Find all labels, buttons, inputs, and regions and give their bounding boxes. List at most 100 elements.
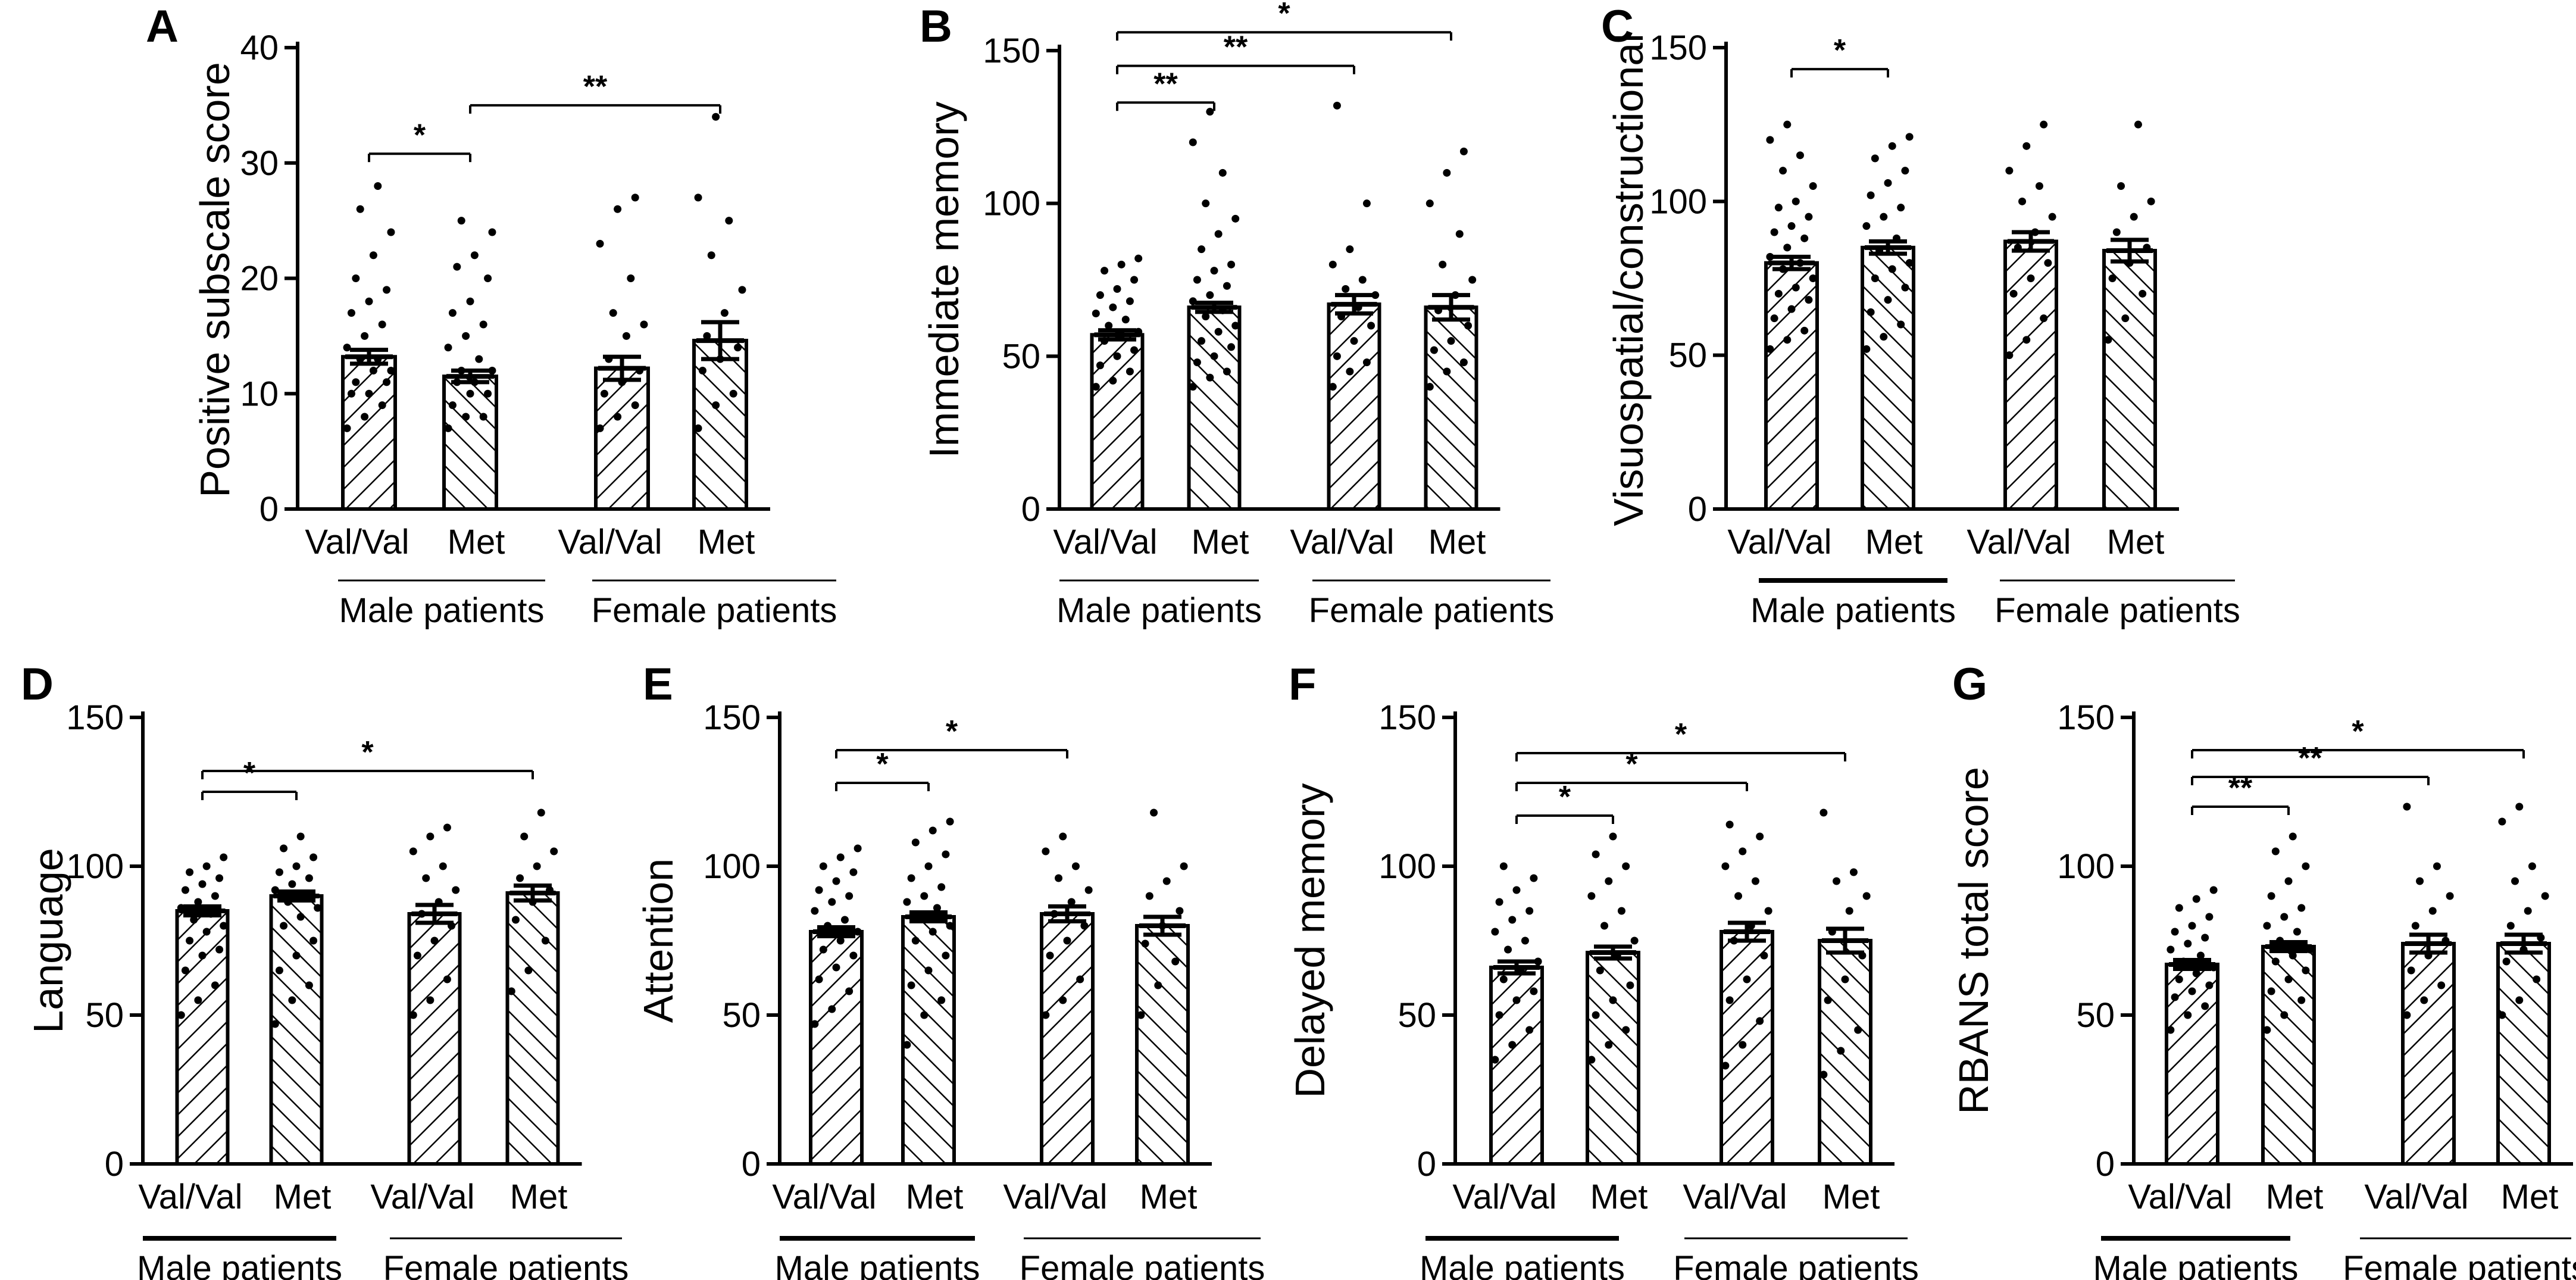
y-tick-label: 150 xyxy=(1378,698,1436,737)
x-category-label: Val/Val xyxy=(1452,1178,1556,1216)
data-point xyxy=(475,355,483,363)
data-point xyxy=(2498,1011,2506,1019)
data-point xyxy=(2263,922,2271,930)
data-point xyxy=(387,228,395,236)
data-point xyxy=(1787,305,1796,313)
data-point xyxy=(933,904,941,912)
data-point xyxy=(1126,367,1134,376)
data-point xyxy=(466,297,474,305)
data-point xyxy=(1871,154,1879,163)
data-point xyxy=(1214,230,1223,238)
data-point xyxy=(453,263,461,271)
data-point xyxy=(729,389,737,398)
data-point xyxy=(1721,862,1730,870)
group-label: Female patients xyxy=(592,591,837,630)
panel-f: F Delayed memory 0 50 100 150 Val/Val Met Val/Va… xyxy=(1287,659,1919,1280)
data-point xyxy=(2192,969,2200,978)
data-point xyxy=(2147,197,2155,205)
y-tick-label: 100 xyxy=(66,847,124,886)
data-point xyxy=(2139,289,2147,298)
data-point xyxy=(211,892,219,900)
x-category-label: Val/Val xyxy=(1683,1178,1787,1216)
data-point xyxy=(181,966,189,975)
data-point xyxy=(271,886,279,894)
data-point xyxy=(507,987,515,995)
data-point xyxy=(1809,182,1817,190)
data-point xyxy=(444,344,452,352)
x-category-label: Val/Val xyxy=(305,523,409,561)
data-point xyxy=(1901,167,1909,175)
data-point xyxy=(383,286,391,294)
data-point xyxy=(466,389,474,398)
group-label: Male patients xyxy=(2093,1249,2299,1280)
data-point xyxy=(215,874,224,882)
data-point xyxy=(533,862,541,870)
data-point xyxy=(946,817,954,826)
data-point xyxy=(488,228,496,236)
data-point xyxy=(698,367,706,374)
data-point xyxy=(1223,282,1231,290)
data-point xyxy=(924,862,933,870)
y-tick-label: 100 xyxy=(2057,847,2115,886)
data-point xyxy=(734,344,742,352)
significance-stars: * xyxy=(243,756,256,791)
data-point xyxy=(1231,321,1240,330)
data-point xyxy=(292,862,301,870)
data-point xyxy=(2289,832,2297,841)
data-point xyxy=(1824,996,1832,1004)
data-point xyxy=(1871,274,1879,282)
data-point xyxy=(1630,936,1639,945)
data-point xyxy=(1189,383,1197,391)
data-point xyxy=(462,332,470,340)
data-point xyxy=(1721,1062,1730,1070)
data-point xyxy=(1134,254,1143,263)
data-point xyxy=(1622,862,1630,870)
data-point xyxy=(1459,358,1468,367)
data-point xyxy=(1805,296,1813,304)
y-tick-label: 40 xyxy=(240,29,279,67)
data-point xyxy=(1059,832,1067,841)
significance-stars: * xyxy=(1559,780,1571,814)
data-point xyxy=(2428,907,2437,915)
data-point xyxy=(942,951,950,960)
data-point xyxy=(924,966,933,975)
group-label: Male patients xyxy=(775,1249,980,1280)
data-point xyxy=(194,898,202,906)
data-point xyxy=(378,320,386,329)
bar-val-val-female xyxy=(1040,912,1095,1166)
data-point xyxy=(1880,333,1888,341)
data-point xyxy=(524,966,533,975)
data-point xyxy=(2009,289,2018,298)
data-point xyxy=(2293,928,2301,936)
data-point xyxy=(1760,951,1768,960)
data-point xyxy=(694,424,702,432)
data-point xyxy=(1880,213,1888,221)
data-point xyxy=(1626,981,1634,989)
data-point xyxy=(849,868,858,876)
significance-stars: ** xyxy=(1224,30,1248,65)
data-point xyxy=(2541,892,2549,900)
group-label: Female patients xyxy=(383,1249,629,1280)
significance-stars: * xyxy=(1834,33,1846,68)
bar-met-male xyxy=(1187,305,1242,511)
data-point xyxy=(186,868,194,876)
x-category-label: Val/Val xyxy=(558,523,662,561)
data-point xyxy=(457,217,465,225)
data-point xyxy=(280,844,288,853)
data-point xyxy=(1468,276,1477,284)
data-point xyxy=(443,823,451,832)
x-category-label: Val/Val xyxy=(2364,1178,2468,1216)
data-point xyxy=(1867,191,1875,199)
data-point xyxy=(1137,1011,1145,1019)
data-point xyxy=(347,389,355,398)
y-tick-label: 0 xyxy=(742,1145,761,1184)
data-point xyxy=(2407,966,2415,975)
bar-met-female xyxy=(692,339,748,511)
data-point xyxy=(1888,265,1896,273)
x-category-label: Val/Val xyxy=(2128,1178,2232,1216)
data-point xyxy=(220,922,228,930)
data-point xyxy=(361,332,369,340)
data-point xyxy=(1525,1026,1534,1034)
y-tick-label: 100 xyxy=(983,185,1040,223)
